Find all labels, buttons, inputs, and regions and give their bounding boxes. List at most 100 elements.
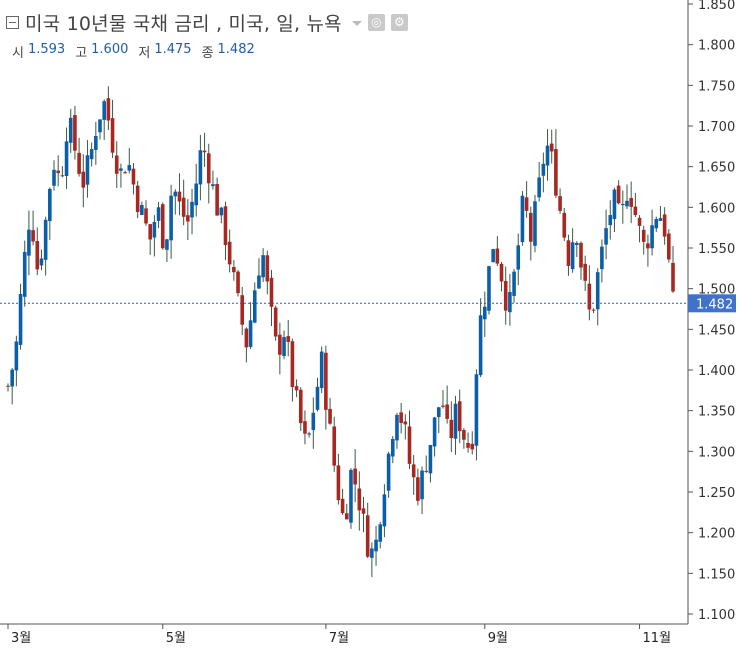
x-tick-label: 7월 <box>329 631 349 646</box>
close-value: 1.482 <box>217 42 255 57</box>
candle-body <box>290 341 295 388</box>
chevron-down-icon[interactable] <box>351 21 362 26</box>
candle-body <box>436 407 441 418</box>
candle-body <box>344 513 349 520</box>
y-tick-label: 1.550 <box>698 242 735 257</box>
candle-body <box>395 414 399 441</box>
chart-legend-header: 미국 10년물 국채 금리 , 미국, 일, 뉴욕 ◎ ⚙ <box>6 8 408 36</box>
candle-body <box>403 421 408 425</box>
open-key: 시 <box>12 46 24 61</box>
candle-body <box>152 222 157 238</box>
candle-body <box>81 171 86 188</box>
eye-icon[interactable]: ◎ <box>367 13 385 31</box>
candle-body <box>365 515 370 557</box>
candle-body <box>562 212 567 238</box>
candle-body <box>407 426 412 464</box>
candle-body <box>487 266 491 311</box>
candle-body <box>10 369 14 387</box>
candle-body <box>123 172 127 174</box>
candle-body <box>319 351 324 389</box>
candle-body <box>432 417 437 447</box>
gear-icon[interactable]: ⚙ <box>390 13 408 31</box>
low-value: 1.475 <box>154 42 192 57</box>
candle-body <box>357 488 362 511</box>
candle-body <box>236 271 240 294</box>
candle-body <box>324 352 328 410</box>
candle-body <box>554 149 558 196</box>
candle-body <box>35 241 40 270</box>
candle-body <box>140 205 144 216</box>
low-key: 저 <box>138 46 151 61</box>
candle-body <box>119 168 123 171</box>
candle-body <box>211 184 215 187</box>
candle-body <box>102 101 106 120</box>
candle-body <box>177 191 182 202</box>
candle-body <box>600 246 604 270</box>
candle-body <box>658 218 663 221</box>
candle-body <box>608 215 613 226</box>
candle-body <box>39 258 44 266</box>
candle-body <box>232 266 236 273</box>
candle-body <box>244 328 249 348</box>
y-tick-label: 1.250 <box>698 486 735 501</box>
candle-body <box>445 404 449 419</box>
candle-body <box>340 498 345 514</box>
candle-body <box>470 443 475 450</box>
candle-body <box>144 208 148 224</box>
candle-body <box>382 494 387 527</box>
candle-body <box>370 548 374 558</box>
y-tick-label: 1.200 <box>698 527 735 542</box>
candle-body <box>595 272 600 310</box>
candle-body <box>294 386 299 391</box>
candle-body <box>94 135 98 150</box>
candle-body <box>22 251 27 297</box>
candle-body <box>336 465 341 501</box>
candle-body <box>462 430 466 440</box>
candle-body <box>106 98 111 121</box>
y-tick-label: 1.450 <box>698 323 735 338</box>
collapse-icon[interactable] <box>6 15 19 29</box>
candle-body <box>604 228 608 245</box>
candle-body <box>503 280 508 311</box>
x-tick-label: 9월 <box>488 631 508 646</box>
y-tick-label: 1.850 <box>698 0 735 13</box>
candle-body <box>169 195 173 241</box>
candle-body <box>43 219 48 260</box>
y-tick-label: 1.750 <box>698 79 735 94</box>
candle-body <box>654 219 659 229</box>
candle-body <box>616 185 621 204</box>
candle-body <box>583 263 587 281</box>
candle-body <box>612 189 617 220</box>
candle-body <box>227 241 232 265</box>
candle-body <box>190 201 194 218</box>
candle-body <box>399 412 403 423</box>
candle-body <box>646 243 650 249</box>
candle-body <box>265 255 270 282</box>
candle-body <box>441 405 445 407</box>
candle-body <box>223 206 228 246</box>
candle-body <box>667 233 671 260</box>
candle-body <box>282 337 286 356</box>
candle-body <box>60 175 65 177</box>
candles-layer <box>6 86 675 578</box>
candle-body <box>466 443 470 448</box>
candle-body <box>14 341 19 371</box>
candle-body <box>148 224 153 240</box>
candle-body <box>353 468 357 485</box>
time-axis[interactable]: 3월 5월 7월 9월 11월 <box>7 624 671 646</box>
candle-body <box>303 421 307 434</box>
candle-body <box>478 315 483 376</box>
candle-body <box>273 307 278 337</box>
price-axis[interactable]: 1.100 1.150 1.200 1.250 1.300 1.350 1.400 1.450… <box>688 0 735 623</box>
high-value: 1.600 <box>91 42 129 57</box>
candle-body <box>474 374 479 446</box>
candle-body <box>311 412 316 431</box>
last-price-label: 1.482 <box>696 297 733 312</box>
candle-body <box>491 249 495 263</box>
candle-body <box>499 263 504 282</box>
candle-body <box>286 336 291 342</box>
last-price-tag <box>688 294 736 313</box>
candle-body <box>533 201 537 246</box>
candle-body <box>575 242 579 246</box>
